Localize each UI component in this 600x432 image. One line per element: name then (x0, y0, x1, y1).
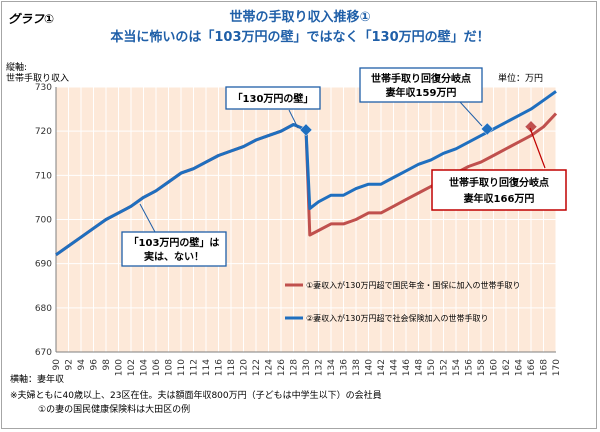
x-tick-label: 128 (290, 359, 300, 376)
x-tick-label: 106 (152, 359, 162, 376)
callout-130-wall-text: 「130万円の壁」 (233, 92, 314, 105)
x-tick-label: 138 (352, 359, 362, 376)
footnote-line-1: ※夫婦ともに40歳以上、23区在住。夫は額面年収800万円（子どもは中学生以下）… (10, 391, 382, 401)
y-tick-label: 670 (35, 348, 52, 358)
callout-blue-recovery-line2: 妻年収159万円 (386, 86, 457, 99)
footnote-line-2: ①の妻の国民健康保険料は大田区の例 (38, 405, 191, 415)
x-tick-label: 98 (102, 359, 112, 371)
callout-blue-recovery: 世帯手取り回復分岐点 妻年収159万円 (359, 67, 483, 103)
x-tick-label: 164 (515, 359, 525, 376)
marker-diamond-3 (524, 120, 538, 134)
series-group (55, 90, 558, 257)
x-tick-label: 148 (415, 359, 425, 376)
x-tick-label: 136 (340, 359, 350, 376)
x-tick-label: 150 (427, 359, 437, 376)
callout-103-wall-line1: 「103万円の壁」は (129, 236, 220, 249)
x-tick-label: 160 (490, 359, 500, 376)
callout-103-wall-line2: 実は、ない！ (144, 250, 204, 263)
y-tick-label: 680 (35, 304, 52, 314)
connector-130-wall (288, 109, 299, 129)
x-tick-label: 100 (115, 359, 125, 376)
y-axis-label-prefix: 縦軸: (6, 63, 28, 73)
y-tick-label: 690 (35, 260, 52, 270)
x-tick-label: 130 (302, 359, 312, 376)
callout-130-wall: 「130万円の壁」 (225, 86, 321, 110)
connector-red-recovery (529, 127, 546, 169)
x-tick-label: 134 (327, 359, 337, 376)
x-tick-label: 94 (77, 359, 87, 371)
legend-label-red: ①妻収入が130万円超で国民年金・国保に加入の世帯手取り (306, 280, 520, 290)
x-tick-label: 168 (540, 359, 550, 376)
x-tick-label: 118 (227, 359, 237, 376)
legend-label-blue: ②妻収入が130万円超で社会保険加入の世帯手取り (306, 313, 488, 323)
chart-title: 世帯の手取り収入推移① (229, 10, 371, 25)
x-tick-label: 102 (127, 359, 137, 376)
graph-number-label: グラフ① (8, 12, 55, 26)
x-tick-label: 156 (465, 359, 475, 376)
callout-red-recovery: 世帯手取り回復分岐点 妻年収166万円 (431, 169, 567, 211)
x-tick-label: 152 (440, 359, 450, 376)
x-tick-label: 170 (552, 359, 562, 376)
x-tick-label: 144 (390, 359, 400, 376)
y-tick-label: 700 (35, 216, 52, 226)
x-tick-label: 92 (65, 359, 75, 370)
x-tick-label: 140 (365, 359, 375, 376)
x-axis-label: 横軸：妻年収 (10, 375, 65, 385)
connector-103-wall (139, 203, 156, 233)
x-tick-label: 124 (265, 359, 275, 376)
series-line-2 (55, 90, 557, 257)
x-tick-label: 146 (402, 359, 412, 376)
marker-diamond-1 (299, 123, 313, 137)
callout-103-wall: 「103万円の壁」は 実は、ない！ (121, 231, 227, 267)
x-tick-label: 142 (377, 359, 387, 376)
callout-red-recovery-line1: 世帯手取り回復分岐点 (449, 176, 549, 189)
x-tick-label: 120 (240, 359, 250, 376)
x-tick-label: 104 (140, 359, 150, 376)
x-tick-label: 154 (452, 359, 462, 376)
y-tick-label: 720 (35, 127, 52, 137)
connector-blue-recovery (459, 101, 483, 127)
chart-subtitle: 本当に怖いのは「103万円の壁」ではなく「130万円の壁」だ！ (110, 30, 490, 45)
callout-blue-recovery-line1: 世帯手取り回復分岐点 (371, 72, 471, 85)
callout-connectors (139, 101, 546, 233)
x-tick-label: 90 (52, 359, 62, 371)
x-tick-label: 116 (215, 359, 225, 376)
x-tick-label: 114 (202, 359, 212, 376)
axes: 670 680 690 700 710 720 730 90 92 94 96 98 100 102 104… (35, 83, 562, 376)
x-tick-label: 110 (177, 359, 187, 376)
x-tick-label: 158 (477, 359, 487, 376)
x-tick-label: 96 (90, 359, 100, 371)
x-tick-label: 126 (277, 359, 287, 376)
unit-label: 単位：万円 (498, 74, 544, 84)
y-axis-label: 世帯手取り収入 (6, 74, 70, 84)
grid-lines (55, 86, 557, 353)
marker-group (299, 120, 538, 137)
callout-red-recovery-line2: 妻年収166万円 (464, 192, 535, 205)
x-tick-label: 122 (252, 359, 262, 376)
x-tick-label: 112 (190, 359, 200, 376)
y-tick-label: 730 (35, 83, 52, 93)
y-tick-label: 710 (35, 171, 52, 181)
legend: ①妻収入が130万円超で国民年金・国保に加入の世帯手取り ②妻収入が130万円超… (285, 280, 520, 323)
x-tick-label: 108 (165, 359, 175, 376)
marker-diamond-2 (480, 122, 494, 136)
x-tick-label: 132 (315, 359, 325, 376)
x-tick-label: 162 (502, 359, 512, 376)
x-tick-label: 166 (527, 359, 537, 376)
